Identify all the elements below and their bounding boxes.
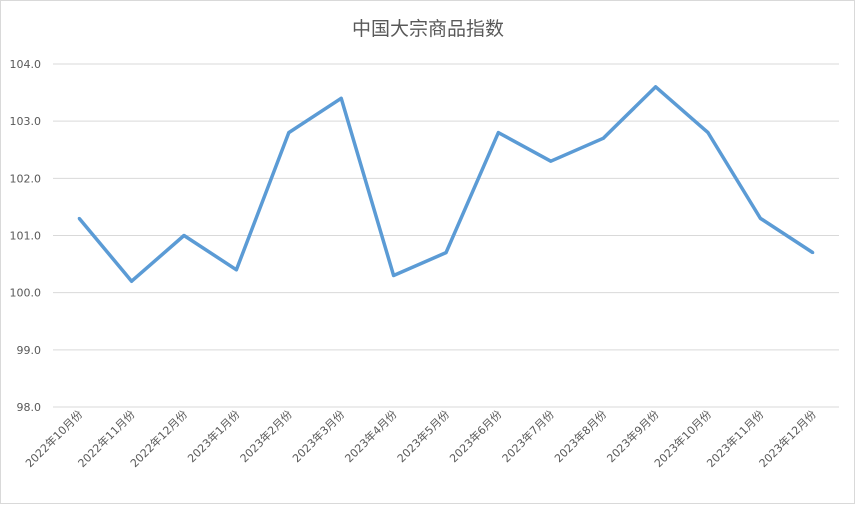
- x-tick-label: 2023年9月份: [604, 407, 662, 465]
- data-point: [392, 274, 396, 278]
- data-point: [811, 251, 815, 255]
- data-point: [758, 216, 762, 220]
- data-point: [654, 85, 658, 89]
- x-tick-label: 2023年1月份: [185, 407, 243, 465]
- y-tick-label: 100.0: [10, 287, 42, 300]
- chart-title: 中国大宗商品指数: [352, 18, 504, 40]
- x-tick-label: 2023年6月份: [447, 407, 505, 465]
- data-point: [601, 136, 605, 140]
- data-point: [182, 234, 186, 237]
- y-tick-label: 99.0: [17, 344, 42, 357]
- y-tick-label: 104.0: [10, 58, 42, 71]
- data-point: [77, 216, 81, 220]
- data-point: [287, 131, 291, 135]
- data-point: [234, 268, 238, 272]
- data-point: [339, 96, 343, 100]
- data-point: [496, 131, 500, 135]
- x-tick-label: 2023年8月份: [551, 407, 609, 465]
- y-tick-label: 101.0: [10, 230, 42, 243]
- data-point: [706, 131, 710, 135]
- x-tick-label: 2023年5月份: [394, 407, 452, 465]
- data-point: [130, 279, 134, 283]
- y-tick-label: 98.0: [17, 401, 42, 414]
- y-tick-label: 102.0: [10, 172, 42, 185]
- data-point: [444, 251, 448, 255]
- x-tick-label: 2023年4月份: [342, 407, 400, 465]
- y-tick-label: 103.0: [10, 115, 42, 128]
- x-tick-label: 2023年3月份: [289, 407, 347, 465]
- x-tick-label: 2023年7月份: [499, 407, 557, 465]
- x-tick-label: 2023年2月份: [237, 407, 295, 465]
- data-point: [549, 159, 553, 163]
